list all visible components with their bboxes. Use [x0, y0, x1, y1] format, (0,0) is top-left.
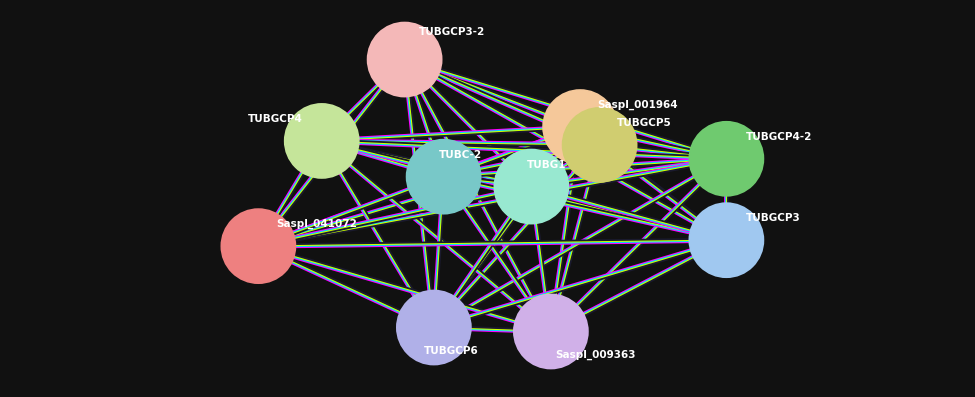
Text: Saspl_041072: Saspl_041072: [276, 219, 357, 229]
Text: TUBGCP4: TUBGCP4: [248, 114, 302, 124]
Text: TUBGCP5: TUBGCP5: [617, 118, 672, 128]
Ellipse shape: [543, 90, 617, 164]
Text: TUBGCP3-2: TUBGCP3-2: [419, 27, 486, 37]
Ellipse shape: [689, 203, 763, 277]
Ellipse shape: [221, 209, 295, 283]
Ellipse shape: [368, 23, 442, 96]
Ellipse shape: [563, 108, 637, 182]
Text: TUBG1: TUBG1: [526, 160, 566, 170]
Ellipse shape: [494, 150, 568, 224]
Ellipse shape: [285, 104, 359, 178]
Text: Saspl_001964: Saspl_001964: [598, 100, 679, 110]
Text: TUBGCP4-2: TUBGCP4-2: [746, 132, 812, 142]
Text: TUBGCP3: TUBGCP3: [746, 213, 800, 224]
Ellipse shape: [514, 295, 588, 368]
Text: TUBC-2: TUBC-2: [439, 150, 482, 160]
Text: Saspl_009363: Saspl_009363: [556, 350, 637, 360]
Ellipse shape: [397, 291, 471, 364]
Ellipse shape: [407, 140, 481, 214]
Ellipse shape: [689, 122, 763, 196]
Text: TUBGCP6: TUBGCP6: [424, 346, 479, 357]
